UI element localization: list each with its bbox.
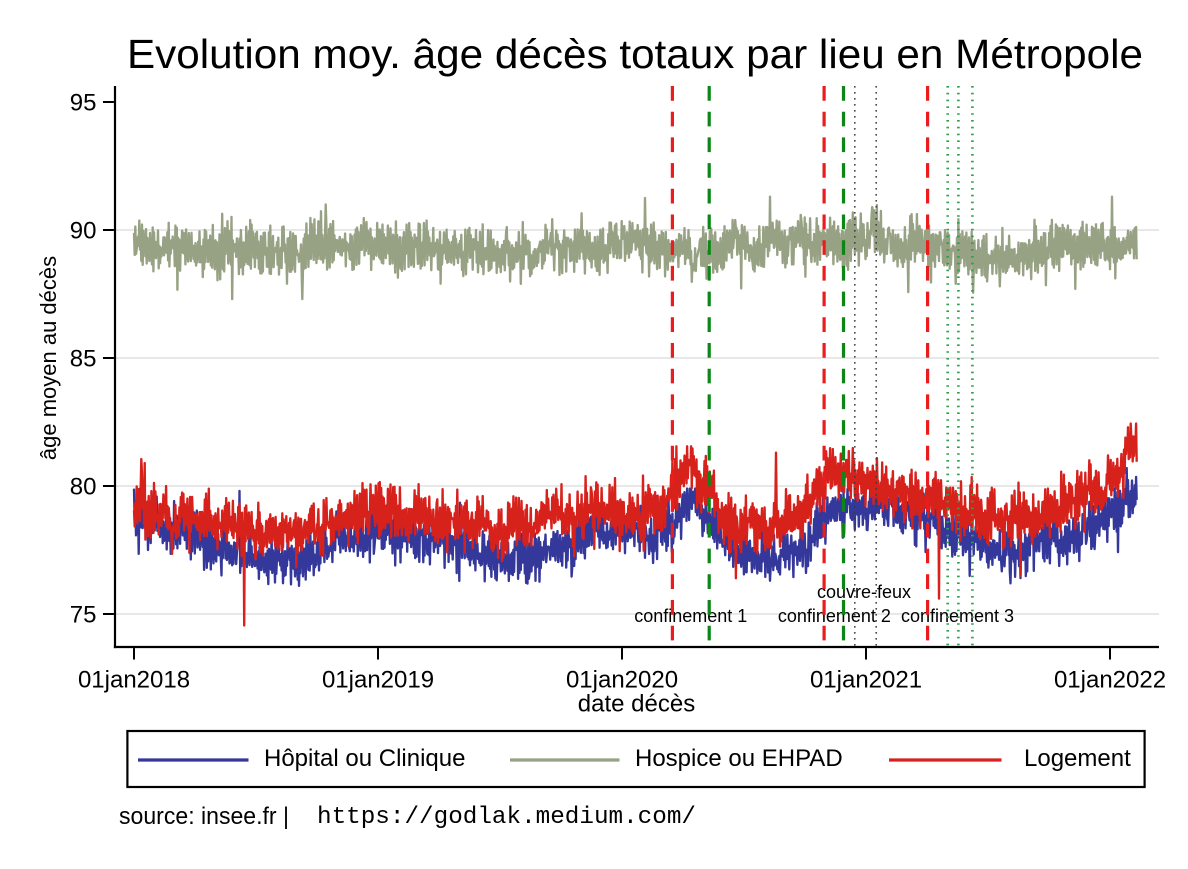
- svg-text:01jan2021: 01jan2021: [810, 667, 922, 694]
- svg-text:Evolution moy. âge décès totau: Evolution moy. âge décès totaux par lieu…: [127, 31, 1143, 77]
- svg-text:01jan2020: 01jan2020: [566, 667, 678, 694]
- svg-text:confinement 3: confinement 3: [901, 606, 1014, 626]
- svg-text:couvre-feux: couvre-feux: [817, 582, 911, 602]
- svg-text:80: 80: [70, 474, 97, 501]
- svg-text:75: 75: [70, 602, 97, 629]
- svg-text:01jan2018: 01jan2018: [78, 667, 190, 694]
- svg-text:85: 85: [70, 346, 97, 373]
- svg-text:confinement 2: confinement 2: [778, 606, 891, 626]
- svg-text:confinement 1: confinement 1: [634, 606, 747, 626]
- svg-text:Hôpital ou Clinique: Hôpital ou Clinique: [264, 745, 465, 772]
- svg-text:01jan2022: 01jan2022: [1054, 667, 1166, 694]
- svg-text:source: insee.fr |: source: insee.fr |: [119, 803, 289, 830]
- svg-text:âge moyen au décès: âge moyen au décès: [36, 256, 61, 460]
- svg-text:Hospice ou EHPAD: Hospice ou EHPAD: [635, 745, 843, 772]
- svg-text:90: 90: [70, 218, 97, 245]
- svg-text:date décès: date décès: [578, 691, 695, 718]
- svg-text:95: 95: [70, 90, 97, 117]
- svg-text:01jan2019: 01jan2019: [322, 667, 434, 694]
- svg-text:https://godlak.medium.com/: https://godlak.medium.com/: [317, 804, 696, 831]
- svg-text:Logement: Logement: [1024, 745, 1131, 772]
